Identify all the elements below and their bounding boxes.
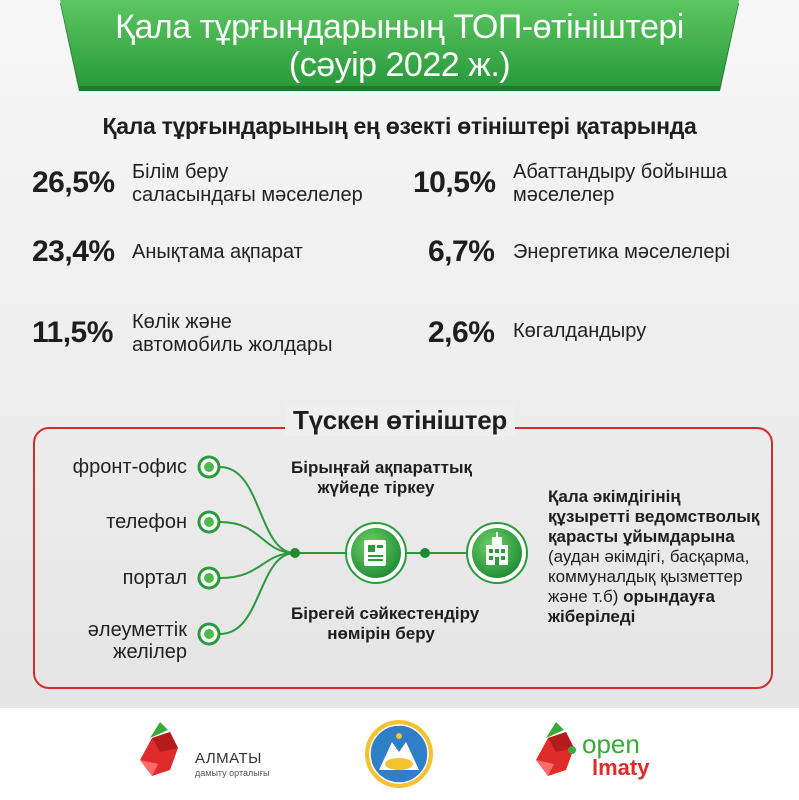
header-banner: Қала тұрғындарының ТОП-өтініштері (сәуір…	[0, 0, 799, 92]
channel-nodes	[197, 455, 430, 646]
result-bold-2: құзыретті ведомстволық	[548, 507, 760, 526]
result-bold-4: орындауға	[623, 587, 715, 606]
channel-social: әлеуметтік желілер	[88, 619, 187, 663]
channel-social-line2: желілер	[113, 641, 187, 663]
step-register-line1: Бірыңғай ақпараттық	[291, 458, 473, 477]
junction-dot-2	[420, 548, 430, 558]
step-register-line2: жүйеде тіркеу	[317, 478, 435, 497]
stat-percent: 11,5%	[32, 316, 113, 349]
result-bold-1: Қала әкімдігінің	[548, 487, 681, 506]
channel-social-line1: әлеуметтік	[87, 619, 187, 641]
result-bold-5: жіберіледі	[548, 607, 636, 626]
title-line-2: (сәуір 2022 ж.)	[288, 46, 511, 84]
page-title: Қала тұрғындарының ТОП-өтініштері (сәуір…	[0, 8, 799, 84]
section-subtitle: Қала тұрғындарының ең өзекті өтініштері …	[102, 113, 697, 139]
building-icon	[466, 522, 528, 584]
incoming-title: Түскен өтініштер	[285, 405, 515, 436]
result-text: Қала әкімдігінің құзыретті ведомстволық …	[548, 487, 759, 627]
channel-front-office: фронт-офис	[72, 456, 187, 478]
stat-label-line1: Көлік және	[132, 311, 232, 333]
connector-portal	[219, 552, 296, 579]
result-normal-2: коммуналдық қызметтер	[548, 567, 743, 586]
result-normal-3: және т.б)	[548, 587, 624, 606]
step-register: Бірыңғай ақпараттық жүйеде тіркеу	[291, 458, 473, 498]
result-normal-1: (аудан әкімдігі, басқарма,	[548, 547, 750, 566]
stat-label-line1: Анықтама ақпарат	[132, 241, 303, 263]
footer: АЛМАТЫ дамыту орталығы open lmaty	[0, 708, 799, 800]
almaty-logo-icon	[140, 722, 178, 776]
register-icon	[345, 522, 407, 584]
stat-label-line1: Абаттандыру бойынша	[513, 161, 728, 183]
stat-label-line1: Көгалдандыру	[513, 320, 647, 342]
step-number: Бірегей сәйкестендіру нөмірін беру	[291, 604, 480, 644]
banner-shape	[60, 0, 739, 91]
channel-portal: портал	[122, 567, 187, 589]
channel-phone: телефон	[106, 511, 187, 533]
almaty-logo-name: АЛМАТЫ	[195, 750, 262, 767]
stat-label-line2: мәселелер	[513, 184, 615, 206]
open-almaty-logo-icon	[536, 722, 576, 776]
flow-connectors	[219, 466, 466, 635]
stat-label-line1: Білім беру	[132, 161, 229, 183]
stat-label-line1: Энергетика мәселелері	[513, 241, 731, 263]
stat-percent: 23,4%	[32, 235, 115, 268]
open-almaty-open-word: open	[582, 729, 640, 759]
stat-percent: 2,6%	[428, 316, 495, 349]
footer-graphics	[140, 720, 576, 788]
step-number-line1: Бірегей сәйкестендіру	[291, 604, 480, 623]
stat-label-line2: саласындағы мәселелер	[132, 184, 363, 206]
stat-percent: 26,5%	[32, 166, 115, 199]
stat-percent: 6,7%	[428, 235, 495, 268]
almaty-logo-sub: дамыту орталығы	[195, 768, 270, 778]
open-almaty-name-word: lmaty	[592, 755, 650, 780]
connector-phone	[219, 521, 296, 554]
junction-dot	[290, 548, 300, 558]
stat-label-line2: автомобиль жолдары	[132, 334, 333, 356]
stat-percent: 10,5%	[413, 166, 496, 199]
title-line-1: Қала тұрғындарының ТОП-өтініштері	[115, 8, 684, 46]
step-number-line2: нөмірін беру	[327, 624, 435, 643]
city-emblem-icon	[365, 720, 433, 788]
connector-social	[219, 552, 296, 635]
connector-front-office	[219, 466, 296, 554]
result-bold-3: қарасты ұйымдарына	[548, 527, 735, 546]
